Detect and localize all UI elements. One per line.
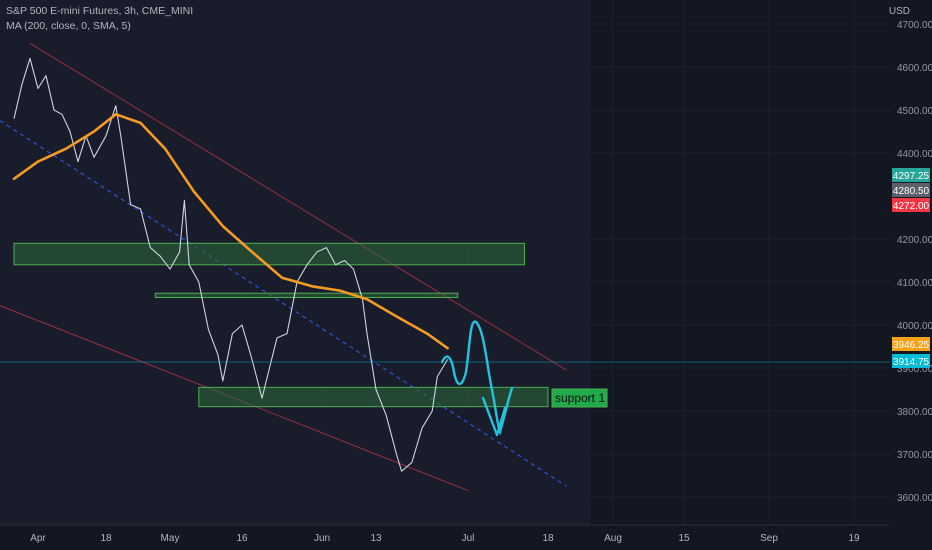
annotations: support 1 [551, 388, 608, 408]
forecast-arrowhead[interactable] [481, 396, 507, 437]
support-zone[interactable] [198, 386, 549, 408]
time-tick-label: Aug [604, 533, 622, 544]
price-axis[interactable]: 4700.00 4600.00 4500.00 4400.00 4200.00 4100.… [897, 20, 932, 504]
price-tick-label: 4700.00 [897, 20, 932, 31]
time-tick-label: 18 [100, 533, 112, 544]
price-tick-label: 3900.00 [897, 364, 932, 375]
price-tick-label: 4600.00 [897, 63, 932, 74]
time-tick-label: Jul [462, 533, 475, 544]
price-label-text: 4272.00 [893, 201, 930, 212]
time-tick-label: 16 [236, 533, 248, 544]
price-tick-label: 4000.00 [897, 321, 932, 332]
time-tick-label: 19 [848, 533, 860, 544]
price-tick-label: 4400.00 [897, 149, 932, 160]
forecast-path[interactable] [440, 320, 514, 436]
time-tick-label: Sep [760, 533, 778, 544]
time-tick-label: 18 [542, 533, 554, 544]
price-label-text: 4280.50 [893, 186, 930, 197]
support-zone[interactable] [154, 292, 459, 298]
price-series-line [13, 57, 449, 472]
price-tick-label: 4100.00 [897, 278, 932, 289]
price-label-text: 3914.75 [893, 357, 930, 368]
forecast-drawing[interactable] [440, 320, 514, 437]
price-label-box [892, 354, 930, 368]
price-tick-label: 3800.00 [897, 407, 932, 418]
time-tick-label: 15 [678, 533, 690, 544]
price-label-box [892, 337, 930, 351]
time-tick-label: Jun [314, 533, 330, 544]
time-tick-label: 13 [370, 533, 382, 544]
price-label-box [892, 183, 930, 197]
time-tick-label: May [161, 533, 180, 544]
symbol-title[interactable]: S&P 500 E-mini Futures, 3h, CME_MINI [6, 5, 194, 17]
support-label-text: support 1 [555, 391, 605, 405]
support-resistance-zones[interactable] [13, 242, 549, 408]
price-label-text: 3946.25 [893, 340, 930, 351]
currency-label: USD [888, 6, 910, 17]
moving-average-line [12, 113, 449, 350]
indicator-legend[interactable]: MA (200, close, 0, SMA, 5) [6, 20, 131, 32]
price-label-cyan: 3914.75 [892, 354, 930, 368]
chart-legend: S&P 500 E-mini Futures, 3h, CME_MINI MA … [6, 4, 193, 34]
price-labels: 4297.25 4280.50 4272.00 3946.25 3914.75 [892, 168, 930, 368]
series-layer [12, 57, 449, 472]
time-tick-label: Apr [30, 533, 46, 544]
price-label-text: 4297.25 [893, 171, 930, 182]
price-tick-label: 4200.00 [897, 235, 932, 246]
price-label-green: 4297.25 [892, 168, 930, 182]
price-tick-label: 3700.00 [897, 450, 932, 461]
price-label-gray: 4280.50 [892, 183, 930, 197]
channel-midline[interactable] [0, 120, 567, 487]
support-zone[interactable] [13, 242, 525, 266]
price-label-orange: 3946.25 [892, 337, 930, 351]
support-label-box [551, 388, 608, 408]
price-label-box [892, 168, 930, 182]
price-tick-label: 4500.00 [897, 106, 932, 117]
time-axis[interactable]: Apr 18 May 16 Jun 13 Jul 18 Aug 15 Sep 19 [0, 524, 890, 544]
price-tick-label: 3600.00 [897, 493, 932, 504]
channel-upper-line[interactable] [29, 42, 567, 371]
price-label-box [892, 198, 930, 212]
support-label[interactable]: support 1 [551, 388, 608, 408]
price-label-red: 4272.00 [892, 198, 930, 212]
